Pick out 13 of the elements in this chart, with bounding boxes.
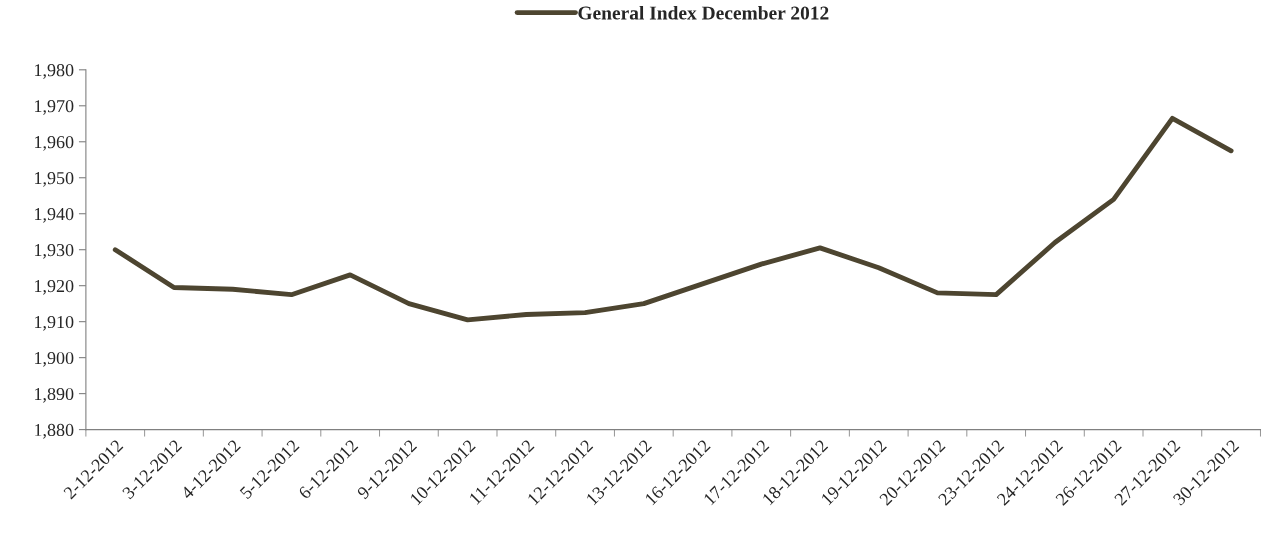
y-tick-label: 1,970	[35, 100, 74, 115]
line-series	[112, 115, 1234, 323]
y-tick-label: 1,910	[35, 315, 74, 331]
y-tick-label: 1,950	[35, 172, 74, 187]
y-tick-label: 1,930	[35, 243, 74, 259]
y-tick-label: 1,940	[35, 207, 74, 223]
y-tick-label: 1,890	[35, 387, 74, 403]
y-tick-label: 1,880	[35, 423, 74, 439]
y-tick-label: 1,920	[35, 279, 74, 295]
y-tick-label: 1,900	[35, 351, 74, 367]
legend-label: General Index December 2012	[578, 5, 829, 20]
y-tick-label: 1,980	[35, 64, 74, 79]
y-tick-label: 1,960	[35, 136, 74, 151]
